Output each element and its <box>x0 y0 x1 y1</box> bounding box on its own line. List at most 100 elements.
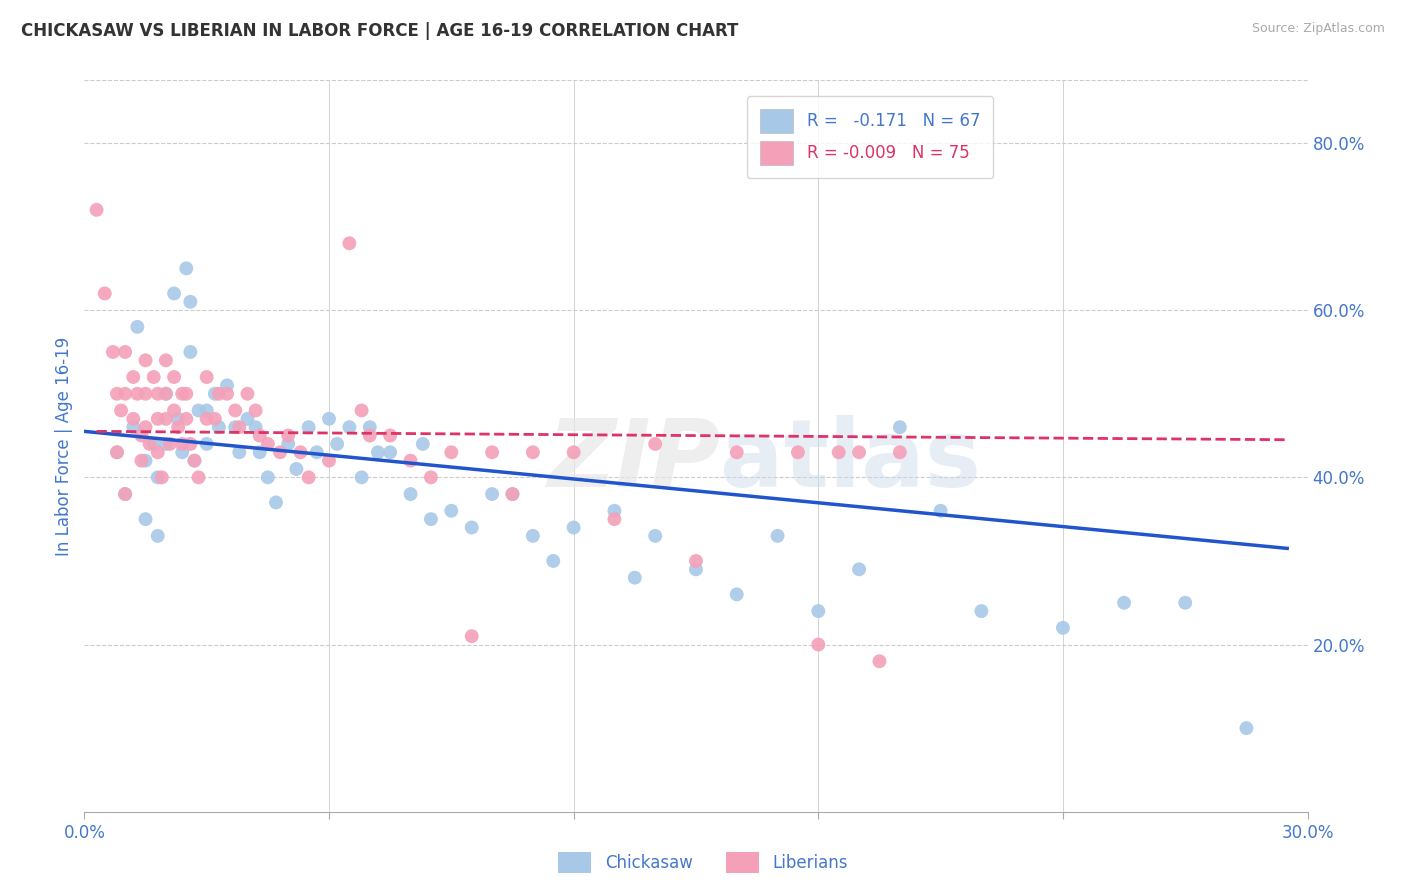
Point <box>339 236 361 251</box>
Point <box>228 420 250 434</box>
Point <box>163 286 186 301</box>
Point <box>127 319 149 334</box>
Point <box>176 261 198 276</box>
Point <box>848 445 870 459</box>
Point <box>305 445 328 459</box>
Point <box>131 453 153 467</box>
Point <box>155 386 177 401</box>
Point <box>163 403 186 417</box>
Point <box>326 437 349 451</box>
Point <box>807 638 830 652</box>
Point <box>217 386 239 401</box>
Point <box>350 470 373 484</box>
Point <box>114 386 136 401</box>
Point <box>122 420 145 434</box>
Point <box>195 370 218 384</box>
Point <box>685 554 707 568</box>
Point <box>224 403 246 417</box>
Point <box>204 386 226 401</box>
Point <box>176 386 198 401</box>
Point <box>257 437 280 451</box>
Point <box>624 571 647 585</box>
Point <box>142 370 165 384</box>
Point <box>105 445 128 459</box>
Point <box>318 453 340 467</box>
Point <box>889 420 911 434</box>
Point <box>298 470 321 484</box>
Point <box>122 370 145 384</box>
Point <box>269 445 291 459</box>
Point <box>146 470 169 484</box>
Point <box>146 529 169 543</box>
Point <box>522 529 544 543</box>
Point <box>131 428 153 442</box>
Point <box>889 445 911 459</box>
Point <box>135 453 157 467</box>
Point <box>725 587 748 601</box>
Point <box>380 428 402 442</box>
Point <box>367 445 389 459</box>
Point <box>172 437 194 451</box>
Point <box>249 445 271 459</box>
Point <box>481 487 503 501</box>
Point <box>105 445 128 459</box>
Point <box>929 504 952 518</box>
Point <box>224 420 246 434</box>
Point <box>195 403 218 417</box>
Point <box>167 420 190 434</box>
Point <box>1236 721 1258 735</box>
Legend: R =   -0.171   N = 67, R = -0.009   N = 75: R = -0.171 N = 67, R = -0.009 N = 75 <box>747 96 994 178</box>
Point <box>502 487 524 501</box>
Text: Source: ZipAtlas.com: Source: ZipAtlas.com <box>1251 22 1385 36</box>
Point <box>350 403 373 417</box>
Point <box>277 437 299 451</box>
Point <box>179 437 201 451</box>
Point <box>195 412 218 426</box>
Y-axis label: In Labor Force | Age 16-19: In Labor Force | Age 16-19 <box>55 336 73 556</box>
Point <box>359 428 381 442</box>
Point <box>236 412 259 426</box>
Point <box>1114 596 1136 610</box>
Point <box>142 437 165 451</box>
Point <box>150 470 173 484</box>
Point <box>135 512 157 526</box>
Point <box>122 412 145 426</box>
Point <box>138 437 160 451</box>
Point <box>183 453 205 467</box>
Point <box>155 412 177 426</box>
Point <box>176 412 198 426</box>
Point <box>807 604 830 618</box>
Point <box>399 487 422 501</box>
Point <box>380 445 402 459</box>
Legend: Chickasaw, Liberians: Chickasaw, Liberians <box>551 846 855 880</box>
Point <box>208 386 231 401</box>
Point <box>217 378 239 392</box>
Point <box>1174 596 1197 610</box>
Point <box>146 445 169 459</box>
Point <box>101 345 124 359</box>
Point <box>440 445 463 459</box>
Point <box>135 386 157 401</box>
Point <box>970 604 993 618</box>
Point <box>146 386 169 401</box>
Point <box>183 453 205 467</box>
Point <box>766 529 789 543</box>
Point <box>179 294 201 309</box>
Point <box>461 520 484 534</box>
Point <box>135 420 157 434</box>
Point <box>195 437 218 451</box>
Point <box>869 654 891 668</box>
Point <box>172 386 194 401</box>
Point <box>204 412 226 426</box>
Point <box>828 445 851 459</box>
Point <box>603 512 626 526</box>
Point <box>110 403 132 417</box>
Point <box>257 470 280 484</box>
Point <box>298 420 321 434</box>
Point <box>522 445 544 459</box>
Point <box>603 504 626 518</box>
Text: CHICKASAW VS LIBERIAN IN LABOR FORCE | AGE 16-19 CORRELATION CHART: CHICKASAW VS LIBERIAN IN LABOR FORCE | A… <box>21 22 738 40</box>
Point <box>420 512 443 526</box>
Point <box>236 386 259 401</box>
Point <box>1052 621 1074 635</box>
